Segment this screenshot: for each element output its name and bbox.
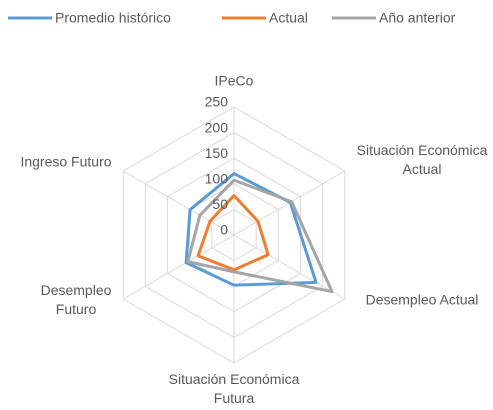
series-line — [186, 178, 334, 294]
legend-label: Actual — [269, 10, 308, 26]
legend-label: Promedio histórico — [55, 10, 171, 26]
series-line — [184, 172, 318, 287]
tick-label: 250 — [205, 94, 229, 110]
tick-label: 150 — [205, 145, 229, 161]
spoke — [122, 234, 235, 300]
tick-label: 0 — [220, 222, 228, 238]
category-label: Situación Económica Actual — [356, 142, 488, 177]
category-label: IPeCo — [214, 72, 254, 89]
tick-label: 50 — [212, 196, 228, 212]
legend-label: Año anterior — [379, 10, 456, 26]
category-label: Desempleo Actual — [365, 291, 479, 308]
tick-label: 100 — [205, 171, 229, 187]
category-label: Ingreso Futuro — [20, 153, 112, 170]
spoke — [122, 170, 235, 236]
category-label: Situación Económica Futura — [168, 371, 300, 406]
tick-label: 200 — [205, 119, 229, 135]
spoke — [233, 234, 346, 300]
series-line — [196, 194, 270, 272]
category-label: Desempleo Futuro — [40, 282, 112, 317]
